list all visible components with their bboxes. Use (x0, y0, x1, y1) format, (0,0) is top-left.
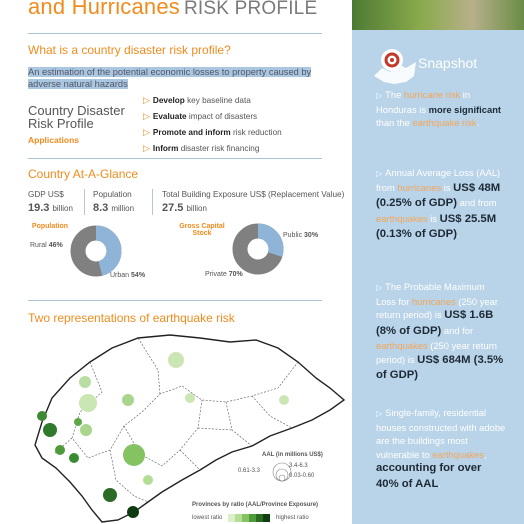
triangle-bullet-icon: ▷ (376, 91, 383, 100)
application-item: ▷ Promote and inform risk reduction (143, 127, 282, 137)
title-highlight: and Hurricanes (28, 0, 180, 19)
ratio-ramp-swatch (263, 514, 270, 522)
gdp-label: GDP US$ (28, 190, 64, 199)
triangle-bullet-icon: ▷ (143, 127, 150, 137)
ratio-ramp-swatch (235, 514, 242, 522)
section-heading-at-a-glance: Country At-A-Glance (28, 167, 139, 181)
triangle-bullet-icon: ▷ (376, 169, 383, 178)
applications-label: Applications (28, 135, 80, 145)
stat-separator (152, 189, 153, 215)
aal-bubble (79, 394, 97, 412)
aal-bubble (74, 418, 82, 426)
aal-bubble (80, 424, 92, 436)
ratio-ramp-swatch (256, 514, 263, 522)
private-label: Private 70% (205, 271, 243, 278)
snapshot-title: Snapshot (418, 55, 478, 71)
rural-label: Rural 46% (30, 242, 63, 249)
public-label: Public 30% (283, 232, 319, 239)
lowest-ratio-label: lowest ratio (192, 515, 223, 521)
exposure-label: Total Building Exposure US$ (Replacement… (162, 190, 345, 199)
stat-separator (84, 189, 85, 215)
population-donut (70, 225, 122, 277)
aal-bubble (43, 423, 57, 437)
cdrp-title: Country Disaster Risk Profile (28, 103, 125, 131)
triangle-bullet-icon: ▷ (143, 143, 150, 153)
stock-donut-title: Gross Capital Stock (179, 223, 225, 237)
aal-legend-circles (272, 462, 292, 482)
application-item: ▷ Develop key baseline data (143, 95, 251, 105)
triangle-bullet-icon: ▷ (376, 283, 383, 292)
triangle-bullet-icon: ▷ (143, 111, 150, 121)
aal-bubble (103, 488, 117, 502)
provinces-legend-title: Provinces by ratio (AAL/Province Exposur… (192, 502, 319, 508)
aal-bubble (37, 411, 47, 421)
definition-highlight: An estimation of the potential economic … (28, 67, 312, 89)
divider (28, 300, 322, 301)
country-outline (34, 334, 346, 523)
definition-text: An estimation of the potential economic … (28, 66, 333, 90)
population-donut-rural-slice (70, 225, 122, 277)
ratio-ramp-swatch (249, 514, 256, 522)
aal-bubble (185, 393, 195, 403)
honduras-map (34, 334, 346, 523)
section-heading-what-is: What is a country disaster risk profile? (28, 43, 231, 57)
aal-bubble (123, 444, 145, 466)
aal-legend-low: 0.03-0.60 (289, 473, 315, 479)
stock-donut (232, 223, 284, 275)
ratio-color-ramp (228, 514, 270, 522)
ratio-ramp-swatch (228, 514, 235, 522)
snapshot-paragraph: ▷ The hurricane risk in Honduras is more … (376, 89, 502, 128)
urban-label: Urban 54% (110, 272, 146, 279)
aal-bubble (168, 352, 184, 368)
application-item: ▷ Evaluate impact of disasters (143, 111, 258, 121)
snapshot-paragraph: ▷ Annual Average Loss (AAL) from hurrican… (376, 167, 501, 240)
aal-legend-mid: 3.4-6.3 (289, 463, 308, 469)
aal-bubble (69, 453, 79, 463)
section-heading-earthquake: Two representations of earthquake risk (28, 311, 235, 325)
population-label: Population (93, 190, 132, 199)
snapshot-paragraph: ▷ The Probable Maximum Loss for hurricane… (376, 281, 504, 381)
aal-bubble (143, 475, 153, 485)
aal-bubble (55, 445, 65, 455)
divider (28, 158, 322, 159)
divider (28, 33, 322, 34)
application-item: ▷ Inform disaster risk financing (143, 143, 260, 153)
population-donut-title: Population (31, 223, 69, 230)
title-suffix: RISK PROFILE (184, 0, 318, 19)
page-title: and Hurricanes RISK PROFILE (28, 0, 317, 20)
target-icon (374, 49, 416, 84)
snapshot-sidebar (352, 0, 524, 524)
triangle-bullet-icon: ▷ (143, 95, 150, 105)
aal-bubble (79, 376, 91, 388)
exposure-value: 27.5 billion (162, 202, 207, 214)
highest-ratio-label: highest ratio (276, 515, 309, 521)
ratio-ramp-swatch (242, 514, 249, 522)
header-photo (352, 0, 524, 30)
stock-donut-public-slice (232, 223, 284, 275)
aal-bubble (122, 394, 134, 406)
gdp-value: 19.3 billion (28, 202, 73, 214)
aal-legend-title: AAL (in millions US$) (262, 452, 323, 458)
aal-bubble (279, 395, 289, 405)
population-value: 8.3 million (93, 202, 135, 214)
snapshot-paragraph: ▷ Single-family, residential houses const… (376, 407, 506, 490)
triangle-bullet-icon: ▷ (376, 409, 383, 418)
aal-legend-small: 0.61-3.3 (238, 468, 261, 474)
aal-bubble (127, 506, 139, 518)
